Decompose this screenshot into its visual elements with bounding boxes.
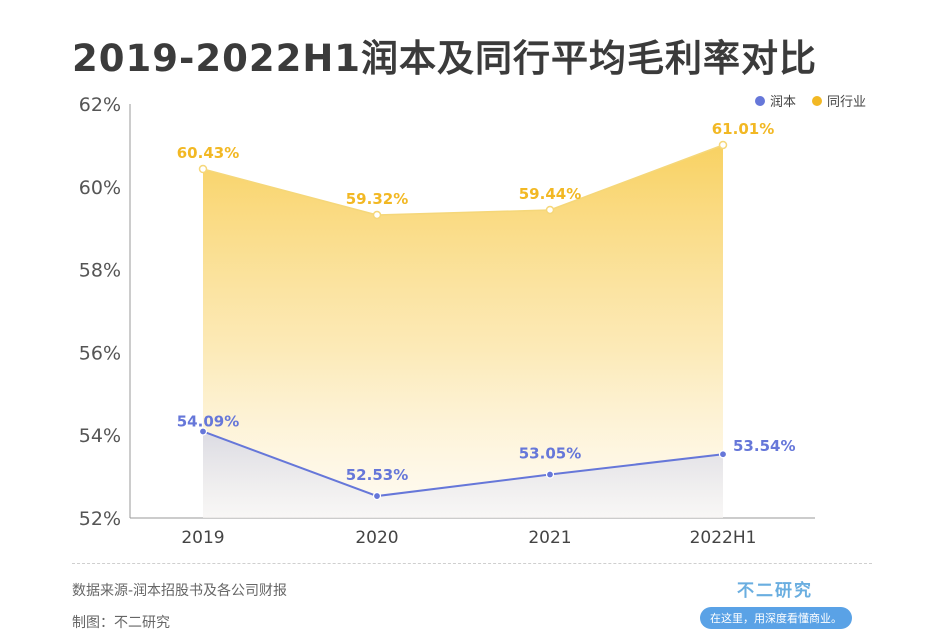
- runben-line: [202, 430, 724, 498]
- x-tick-label: 2020: [355, 528, 398, 548]
- industry-data-label: 61.01%: [712, 120, 774, 138]
- runben-area: [203, 431, 723, 518]
- industry-area: [203, 144, 723, 518]
- runben-point: [198, 427, 208, 436]
- y-tick-label: 54%: [79, 425, 121, 447]
- y-tick-label: 62%: [79, 94, 121, 116]
- industry-data-label: 59.32%: [346, 190, 408, 208]
- x-tick-label: 2022H1: [690, 528, 757, 548]
- chart-title: 2019-2022H1润本及同行平均毛利率对比: [72, 37, 818, 80]
- brand-logo: 不二研究 在这里，用深度看懂商业。: [700, 576, 852, 629]
- industry-data-label: 60.43%: [177, 144, 239, 162]
- runben-data-label: 54.09%: [177, 412, 239, 430]
- area-chart: 52% 54% 56% 58% 60% 62% 2019 2020 2021 2022H1 60.…: [79, 94, 866, 548]
- industry-point: [718, 140, 728, 150]
- y-tick-label: 60%: [79, 177, 121, 199]
- brand-name: 不二研究: [737, 581, 813, 601]
- runben-data-label: 52.53%: [346, 466, 408, 484]
- industry-data-label: 59.44%: [519, 185, 581, 203]
- y-tick-label: 58%: [79, 260, 121, 282]
- x-tick-label: 2021: [528, 528, 571, 548]
- legend-label-runben: 润本: [770, 95, 796, 110]
- runben-point: [372, 491, 382, 501]
- legend-marker-runben: [755, 96, 765, 106]
- y-tick-label: 52%: [79, 508, 121, 530]
- industry-point: [545, 205, 555, 215]
- chart-credit: 制图：不二研究: [72, 615, 170, 631]
- data-source: 数据来源-润本招股书及各公司财报: [72, 583, 288, 599]
- legend-marker-industry: [812, 96, 822, 106]
- industry-line: [202, 144, 724, 216]
- industry-point: [198, 164, 208, 174]
- runben-data-label: 53.54%: [733, 437, 795, 455]
- runben-point: [545, 470, 555, 479]
- legend-label-industry: 同行业: [827, 95, 866, 110]
- y-tick-label: 56%: [79, 342, 121, 364]
- x-tick-label: 2019: [181, 528, 224, 548]
- runben-point: [718, 450, 728, 459]
- brand-slogan: 在这里，用深度看懂商业。: [700, 607, 852, 629]
- footer-divider: [72, 563, 872, 564]
- runben-data-label: 53.05%: [519, 445, 581, 463]
- industry-point: [372, 210, 382, 220]
